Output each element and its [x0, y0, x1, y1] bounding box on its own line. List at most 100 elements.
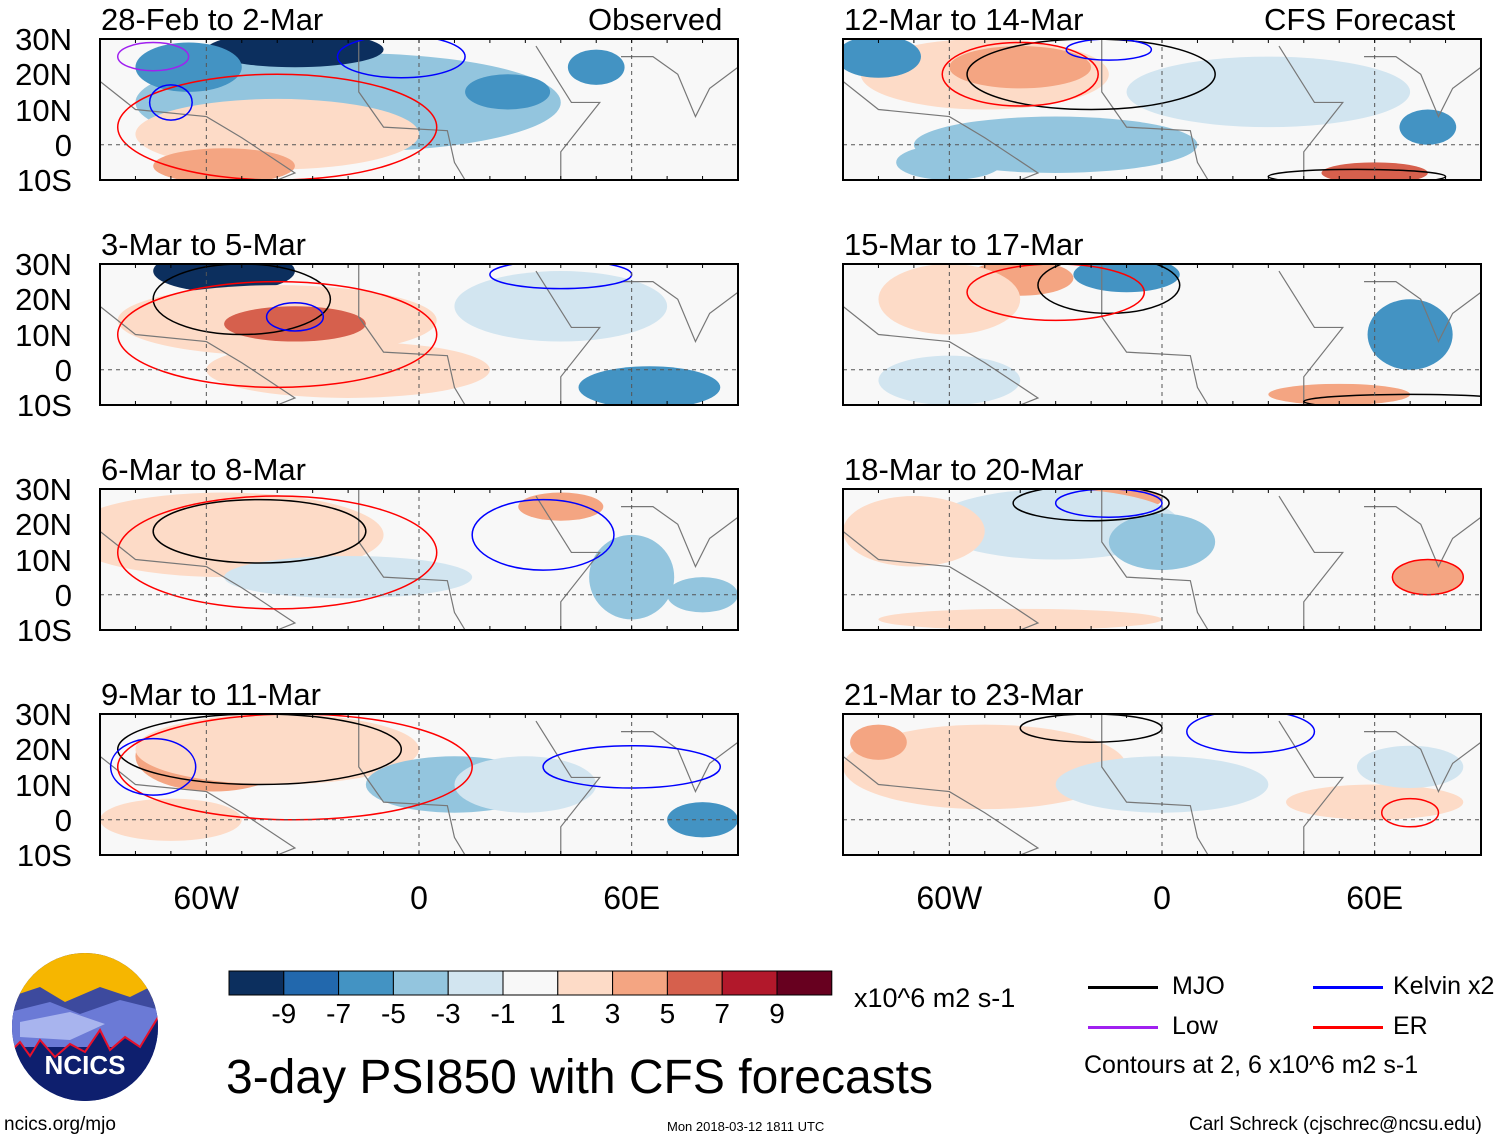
colorbar — [228, 970, 833, 996]
footer-author: Carl Schreck (cjschrec@ncsu.edu) — [1189, 1114, 1482, 1135]
y-tick-label: 10S — [16, 388, 72, 423]
contour-note: Contours at 2, 6 x10^6 m2 s-1 — [1084, 1051, 1419, 1079]
coastline — [100, 530, 297, 630]
anomaly-region — [454, 271, 668, 342]
anomaly-region — [518, 492, 604, 521]
colorbar-label: 1 — [550, 998, 566, 1029]
mjo-contour — [1012, 489, 1170, 522]
y-tick-label: 30N — [15, 22, 72, 57]
y-tick-label: 0 — [54, 352, 72, 388]
anomaly-region — [1399, 109, 1457, 145]
colorbar-swatch — [721, 970, 778, 996]
coastline — [843, 755, 1040, 855]
coastline — [100, 305, 297, 405]
panel-title: 21-Mar to 23-Mar — [844, 677, 1084, 712]
y-tick-label: 20N — [15, 57, 72, 93]
anomaly-region — [843, 496, 985, 567]
panel-title: 15-Mar to 17-Mar — [844, 227, 1084, 262]
coastline — [100, 755, 297, 855]
observed-label: Observed — [588, 2, 723, 37]
anomaly-region — [878, 355, 1021, 405]
anomaly-region — [1367, 299, 1453, 370]
anomaly-region — [843, 39, 921, 78]
x-tick-label: 0 — [410, 880, 428, 916]
units-label: x10^6 m2 s-1 — [854, 983, 1016, 1013]
footer-url[interactable]: ncics.org/mjo — [4, 1114, 116, 1135]
anomaly-region — [1392, 559, 1464, 595]
kelvin-contour — [471, 498, 615, 571]
colorbar-swatch — [502, 970, 559, 996]
anomaly-region — [153, 148, 295, 180]
anomaly-region — [878, 608, 1162, 630]
x-tick-label: 60E — [1346, 880, 1404, 916]
colorbar-label: 3 — [604, 998, 621, 1029]
coastline — [843, 530, 1040, 630]
kelvin-contour — [1054, 489, 1163, 518]
low-legend-line — [1088, 1026, 1158, 1029]
anomaly-region — [135, 42, 242, 92]
low-contour — [116, 41, 190, 72]
kelvin-contour — [148, 84, 193, 121]
forecast-label: CFS Forecast — [1264, 2, 1456, 37]
anomaly-region — [1108, 513, 1216, 571]
anomaly-region — [465, 74, 551, 110]
figure-title: 3-day PSI850 with CFS forecasts — [226, 1051, 933, 1104]
x-tick-label: 60E — [603, 880, 661, 916]
y-tick-label: 30N — [15, 247, 72, 282]
mjo-contour — [966, 39, 1216, 111]
y-tick-label: 20N — [15, 732, 72, 768]
colorbar-label: 5 — [659, 998, 676, 1029]
mjo-legend-line — [1088, 986, 1158, 989]
colorbar-swatch — [392, 970, 449, 996]
coastline — [358, 39, 738, 180]
coastline — [843, 305, 1040, 405]
colorbar-swatch — [283, 970, 340, 996]
er-contour — [1381, 797, 1440, 828]
panel-title: 3-Mar to 5-Mar — [101, 227, 306, 262]
map-panel — [99, 263, 739, 406]
ncics-logo: NCICS — [12, 953, 158, 1101]
kelvin-contour — [1186, 714, 1316, 754]
map-panel — [842, 38, 1482, 181]
coastline — [843, 80, 1040, 180]
y-tick-label: 20N — [15, 282, 72, 318]
y-tick-label: 0 — [54, 127, 72, 163]
coastline — [358, 489, 738, 630]
mjo-legend-label: MJO — [1172, 972, 1225, 1000]
colorbar-swatch — [338, 970, 394, 996]
kelvin-contour — [265, 302, 325, 332]
kelvin-contour — [336, 39, 466, 79]
colorbar-swatch — [228, 970, 285, 996]
coastline — [1101, 714, 1481, 855]
low-legend-label: Low — [1172, 1012, 1218, 1040]
er-contour — [966, 264, 1146, 322]
anomaly-region — [1055, 756, 1269, 813]
y-tick-label: 10N — [15, 542, 72, 578]
er-contour — [117, 73, 438, 180]
y-tick-label: 10N — [15, 92, 72, 128]
colorbar-label: -9 — [271, 998, 297, 1029]
kelvin-contour — [1065, 39, 1153, 61]
coastline — [1101, 264, 1481, 405]
anomaly-region — [567, 49, 625, 85]
y-tick-label: 30N — [15, 472, 72, 507]
x-tick-label: 60W — [173, 880, 240, 916]
x-tick-label: 60W — [916, 880, 983, 916]
logo-text: NCICS — [45, 1050, 126, 1080]
panel-title: 6-Mar to 8-Mar — [101, 452, 306, 487]
coastline — [100, 80, 297, 180]
anomaly-region — [850, 724, 907, 760]
colorbar-swatch — [666, 970, 723, 996]
x-tick-label: 0 — [1153, 880, 1171, 916]
panel-title: 12-Mar to 14-Mar — [844, 2, 1084, 37]
er-legend-label: ER — [1393, 1012, 1428, 1040]
map-panel — [842, 263, 1482, 406]
mjo-contour — [152, 498, 367, 564]
anomaly-region — [206, 39, 384, 68]
kelvin-contour — [109, 737, 197, 796]
mjo-contour — [152, 264, 332, 336]
y-tick-label: 0 — [54, 802, 72, 838]
anomaly-region — [100, 798, 242, 841]
y-tick-label: 30N — [15, 697, 72, 732]
mjo-contour — [1037, 264, 1181, 315]
